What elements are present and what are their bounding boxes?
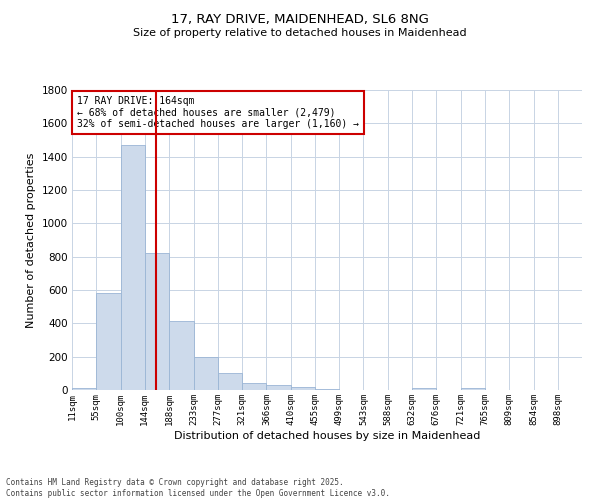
Y-axis label: Number of detached properties: Number of detached properties [26,152,36,328]
Bar [169,321,194,390]
Bar [145,252,169,390]
Bar [194,356,218,390]
Bar [461,388,485,390]
Text: Contains HM Land Registry data © Crown copyright and database right 2025.
Contai: Contains HM Land Registry data © Crown c… [6,478,390,498]
X-axis label: Distribution of detached houses by size in Maidenhead: Distribution of detached houses by size … [174,430,480,440]
Bar [96,294,121,390]
Text: Size of property relative to detached houses in Maidenhead: Size of property relative to detached ho… [133,28,467,38]
Bar [266,384,290,390]
Bar [72,388,96,390]
Bar [315,389,340,390]
Text: 17 RAY DRIVE: 164sqm
← 68% of detached houses are smaller (2,479)
32% of semi-de: 17 RAY DRIVE: 164sqm ← 68% of detached h… [77,96,359,129]
Bar [218,373,242,390]
Text: 17, RAY DRIVE, MAIDENHEAD, SL6 8NG: 17, RAY DRIVE, MAIDENHEAD, SL6 8NG [171,12,429,26]
Bar [290,386,315,390]
Bar [121,145,145,390]
Bar [242,384,266,390]
Bar [412,388,436,390]
